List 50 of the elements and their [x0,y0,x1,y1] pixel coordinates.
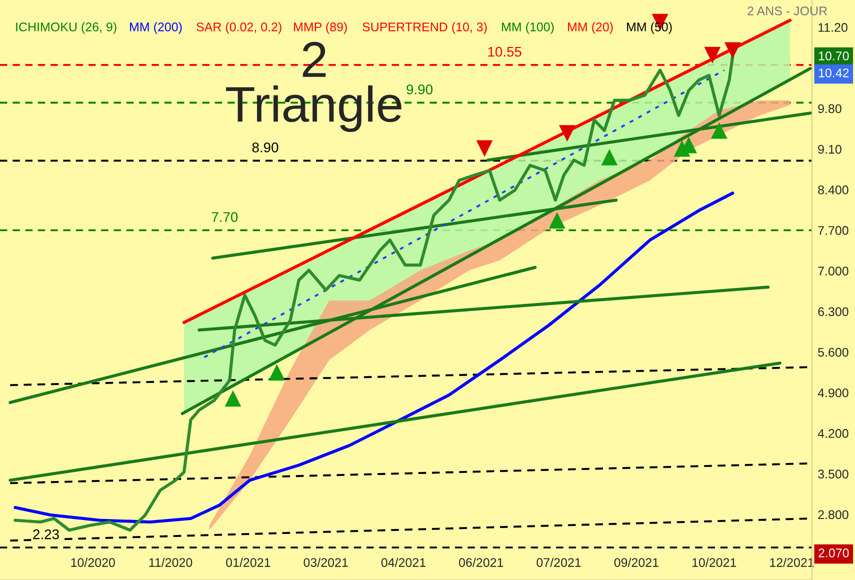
annotation: ICHIMOKU (26, 9) [16,22,116,34]
point [724,42,741,59]
x-tick-label: 04/2021 [381,558,426,567]
annotation: 2 ANS - JOUR [748,6,827,16]
ref-line-label: 9.90 [406,84,432,94]
point [548,212,566,229]
y-tick-label: 3.500 [818,470,848,479]
y-tick-label: 2.800 [818,510,848,520]
text: 10.70 [818,52,849,60]
annotation: MM (200) [130,22,182,34]
y-tick-label: 11.20 [818,23,848,32]
y-tick-label: 4.200 [818,429,848,438]
annotation: MM (100) [502,22,554,34]
y-tick-label: 6.300 [818,307,848,316]
y-tick-label: 9.10 [818,144,842,154]
y-tick-label: 5.600 [818,348,848,357]
x-tick-label: 12/2021 [770,558,814,567]
x-tick-label: 01/2021 [226,558,270,567]
ref-line-label: 8.90 [252,142,278,152]
ref-line-label: 10.55 [488,46,522,57]
y-tick-label: 8.400 [818,185,848,194]
x-tick-label: 09/2021 [614,558,658,567]
annotation: SUPERTREND (10, 3) [362,22,487,34]
x-tick-label: 11/2020 [149,558,192,567]
x-tick-label: 03/2021 [304,558,348,567]
annotation: SAR (0.02, 0.2) [196,22,282,34]
y-tick-label: 9.80 [818,104,842,114]
y-tick-label: 4.900 [818,388,848,398]
annotation: MM (50) [627,22,672,34]
point [268,364,286,381]
text: 2 Triangle [226,42,402,132]
text: 2.070 [818,548,849,558]
text: 10.42 [818,68,849,78]
x-tick-label: 07/2021 [536,558,581,567]
point [704,46,721,64]
point [476,140,493,157]
ref-line-label: 7.70 [212,212,238,222]
y-tick-label: 7.000 [818,266,848,276]
annotation: MM (20) [568,22,613,34]
x-tick-label: 10/2021 [692,558,736,567]
annotation: MMP (89) [294,22,347,34]
line-series [14,192,734,524]
point [601,148,618,166]
x-tick-label: 10/2020 [71,558,115,567]
x-tick-label: 06/2021 [459,558,504,567]
point [224,390,242,407]
ref-line-label: 2.23 [33,529,59,540]
point [710,122,728,139]
y-tick-label: 7.700 [818,226,848,235]
point [559,125,576,142]
